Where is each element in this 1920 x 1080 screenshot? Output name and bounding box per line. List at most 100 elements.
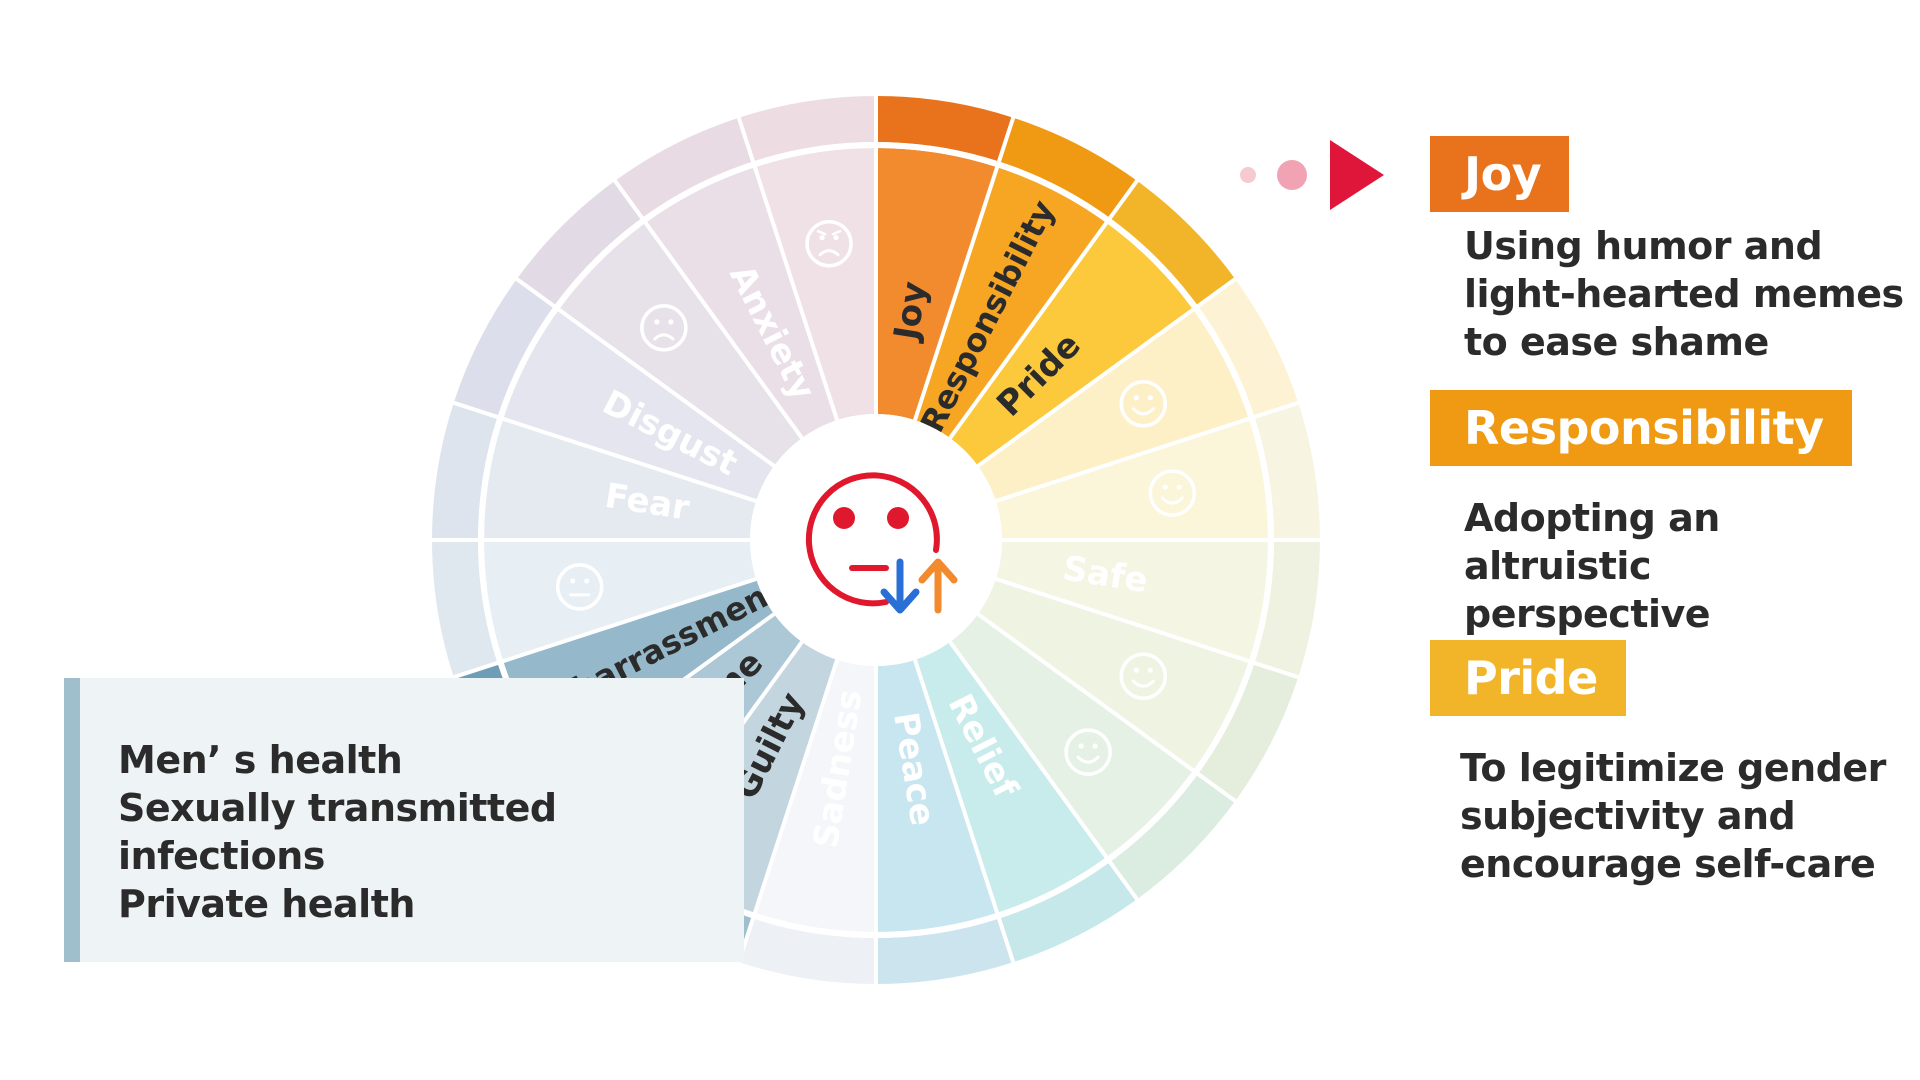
- value-item-pride: Pride To legitimize gender subjectivity …: [1430, 640, 1886, 888]
- up-arrow-icon: [918, 558, 958, 614]
- value-description: Adopting an altruistic perspective: [1464, 494, 1910, 638]
- topic-line: infections: [118, 834, 325, 878]
- wheel-outer-ring-blush: [1197, 662, 1299, 801]
- face-eye: [1133, 395, 1139, 401]
- face-eye: [1147, 667, 1153, 673]
- wheel-segment-angry: [754, 148, 876, 421]
- value-description-line: perspective: [1464, 592, 1711, 636]
- value-description-line: To legitimize gender: [1460, 746, 1886, 790]
- wheel-segment-relief: [914, 641, 1107, 913]
- wheel-segment-peace: [876, 659, 998, 932]
- pointer-dot-small: [1240, 167, 1256, 183]
- wheel-outer-ring-safe: [1254, 540, 1320, 678]
- wheel-segment-safe: [995, 540, 1268, 662]
- blush-face-icon: [1119, 652, 1168, 700]
- face-eye: [833, 507, 855, 529]
- wheel-outer-ring-peace: [876, 918, 1014, 984]
- topic-list: Men’ s health Sexually transmitted infec…: [118, 736, 557, 928]
- wheel-outer-ring-neutral: [432, 540, 498, 678]
- wheel-label-joy: Joy: [886, 279, 935, 345]
- wheel-outer-ring-relief: [998, 861, 1137, 963]
- wheel-outer-ring-smile: [1254, 402, 1320, 540]
- face-eye: [833, 235, 839, 241]
- value-description-line: Using humor and: [1464, 224, 1823, 268]
- face-mouth: [1076, 755, 1100, 764]
- arrow-head: [918, 558, 958, 584]
- value-description-line: Adopting an altruistic: [1464, 496, 1720, 588]
- wheel-segment-fear: [484, 418, 757, 540]
- sad-face-icon: [640, 304, 688, 352]
- value-item-responsibility: Responsibility Adopting an altruistic pe…: [1430, 390, 1910, 638]
- face-eye: [887, 507, 909, 529]
- face-outline: [1119, 380, 1168, 428]
- wheel-ring-separator: [478, 142, 1274, 938]
- wheel-segment-sadness: [754, 659, 876, 932]
- smile-face-icon: [1064, 728, 1112, 776]
- value-tag: Pride: [1430, 640, 1626, 716]
- wheel-outer-ring-laugh: [1197, 279, 1299, 418]
- arrow-head: [880, 588, 920, 614]
- face-outline: [805, 219, 853, 268]
- face-mouth: [1160, 496, 1184, 505]
- face-mouth: [818, 249, 840, 257]
- neutral-face-icon: [555, 563, 604, 611]
- face-outline: [1064, 728, 1112, 776]
- value-description: To legitimize gender subjectivity and en…: [1460, 744, 1886, 888]
- angry-face-icon: [805, 219, 853, 268]
- face-eye: [570, 578, 576, 584]
- topic-line: Sexually transmitted: [118, 786, 557, 830]
- value-description: Using humor and light-hearted memes to e…: [1464, 222, 1904, 366]
- face-eye: [1162, 484, 1168, 490]
- wheel-outer-ring-responsibility: [998, 117, 1137, 219]
- value-tag: Responsibility: [1430, 390, 1852, 466]
- wheel-outer-ring-pride: [1109, 180, 1236, 307]
- face-outline: [555, 563, 604, 611]
- face-outline: [640, 304, 688, 352]
- face-eye: [1133, 667, 1139, 673]
- face-eye: [819, 235, 825, 241]
- face-outline: [1119, 652, 1168, 700]
- value-tag: Joy: [1430, 136, 1570, 212]
- face-eye: [1176, 484, 1182, 490]
- face-outline: [805, 472, 940, 607]
- wheel-segment-joy: [876, 148, 998, 421]
- play-triangle-icon: [1330, 140, 1384, 210]
- face-mouth: [1131, 407, 1155, 416]
- face-eye: [1092, 743, 1098, 749]
- topic-line: Men’ s health: [118, 738, 403, 782]
- face-eye: [668, 319, 674, 325]
- smile-face-icon: [1148, 469, 1197, 517]
- face-outline: [1148, 469, 1197, 517]
- wheel-segment-pride: [950, 222, 1194, 466]
- wheel-outer-ring-anxiety: [615, 117, 754, 219]
- wheel-segment-smile: [995, 418, 1268, 540]
- wheel-outer-ring-angry: [738, 96, 876, 162]
- topic-line: Private health: [118, 882, 415, 926]
- laugh-face-icon: [1119, 380, 1168, 428]
- face-mouth: [653, 333, 675, 341]
- value-item-joy: Joy Using humor and light-hearted memes …: [1430, 136, 1904, 366]
- down-arrow-icon: [880, 558, 920, 614]
- value-description-line: encourage self-care: [1460, 842, 1876, 886]
- wheel-segment-neutral: [484, 540, 757, 662]
- wheel-segment-disgust: [503, 309, 775, 502]
- wheel-segment-laugh: [977, 309, 1249, 502]
- value-description-line: to ease shame: [1464, 320, 1769, 364]
- wheel-segment-anxiety: [645, 167, 838, 439]
- face-brow: [816, 229, 842, 236]
- wheel-outer-ring-sad: [516, 180, 643, 307]
- wheel-center: [750, 414, 1002, 666]
- topic-panel: Men’ s health Sexually transmitted infec…: [64, 678, 744, 962]
- pointer-dot-large: [1277, 160, 1307, 190]
- wheel-segment-blush: [977, 578, 1249, 771]
- topic-panel-accent-bar: [64, 678, 80, 962]
- wheel-outer-ring-fear: [432, 402, 498, 540]
- wheel-segment-responsibility: [914, 167, 1107, 439]
- conflicted-face-icon: [805, 472, 940, 607]
- face-mouth: [1131, 679, 1155, 688]
- face-eye: [1078, 743, 1084, 749]
- wheel-outer-ring-content: [1109, 773, 1236, 900]
- face-eye: [1147, 395, 1153, 401]
- face-eye: [654, 319, 660, 325]
